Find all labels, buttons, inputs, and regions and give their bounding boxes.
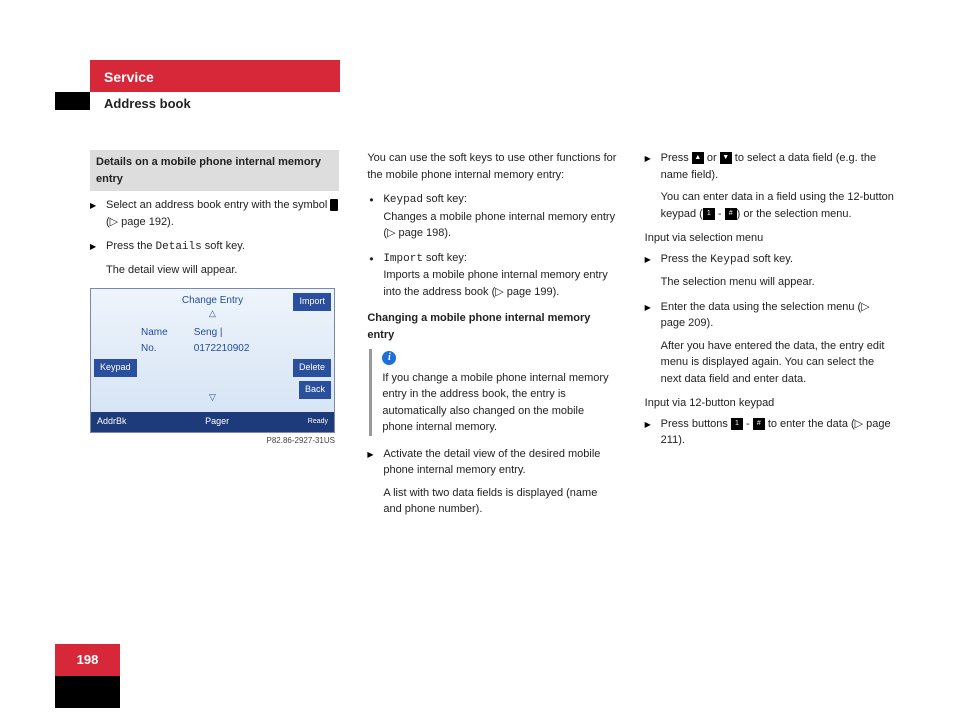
step-press-keypad: Press the Keypad soft key. The selection… — [645, 251, 894, 291]
import-softkey-desc: Import soft key: Imports a mobile phone … — [367, 250, 616, 301]
import-softkey: Import — [293, 293, 331, 311]
input-selection-heading: Input via selection menu — [645, 230, 894, 247]
up-arrow-icon: △ — [209, 307, 216, 321]
up-key-icon: ▲ — [692, 152, 704, 164]
down-arrow-icon: ▽ — [209, 391, 216, 405]
back-softkey: Back — [299, 381, 331, 399]
content-columns: Details on a mobile phone internal memor… — [90, 150, 894, 526]
device-caption: P82.86-2927-31US — [90, 435, 335, 447]
column-1: Details on a mobile phone internal memor… — [90, 150, 339, 526]
delete-softkey: Delete — [293, 359, 331, 377]
col2-intro: You can use the soft keys to use other f… — [367, 150, 616, 183]
bottom-marker — [55, 676, 120, 708]
key-hash-icon: # — [725, 208, 737, 220]
page-number: 198 — [55, 644, 120, 676]
phone-icon — [330, 199, 338, 211]
tab-marker — [55, 92, 90, 110]
section-title: Address book — [104, 94, 191, 114]
info-note: i If you change a mobile phone internal … — [369, 349, 616, 436]
device-bottom-bar: AddrBk Pager Ready — [91, 412, 334, 432]
column-3: Press ▲ or ▼ to select a data field (e.g… — [645, 150, 894, 526]
gray-heading: Details on a mobile phone internal memor… — [90, 150, 339, 191]
step-select-entry: Select an address book entry with the sy… — [90, 197, 339, 230]
step-enter-data-menu: Enter the data using the selection menu … — [645, 299, 894, 388]
keypad-softkey: Keypad — [94, 359, 137, 377]
step-select-field: Press ▲ or ▼ to select a data field (e.g… — [645, 150, 894, 222]
column-2: You can use the soft keys to use other f… — [367, 150, 616, 526]
key-1-icon: 1 — [703, 208, 715, 220]
changing-entry-heading: Changing a mobile phone internal memory … — [367, 310, 616, 343]
step-press-details: Press the Details soft key. The detail v… — [90, 238, 339, 278]
service-tab: Service — [90, 60, 340, 92]
down-key-icon: ▼ — [720, 152, 732, 164]
number-row: No. 0172210902 — [141, 341, 249, 356]
input-keypad-heading: Input via 12-button keypad — [645, 395, 894, 412]
step-press-buttons: Press buttons 1 - # to enter the data (▷… — [645, 416, 894, 449]
name-row: Name Seng | — [141, 325, 223, 340]
info-icon: i — [382, 351, 396, 365]
step-activate-detail: Activate the detail view of the desired … — [367, 446, 616, 518]
device-screenshot: Change Entry △ Import Name Seng | No. 01… — [90, 288, 335, 433]
keypad-softkey-desc: Keypad soft key: Changes a mobile phone … — [367, 191, 616, 242]
key-1-icon-b: 1 — [731, 418, 743, 430]
key-hash-icon-b: # — [753, 418, 765, 430]
